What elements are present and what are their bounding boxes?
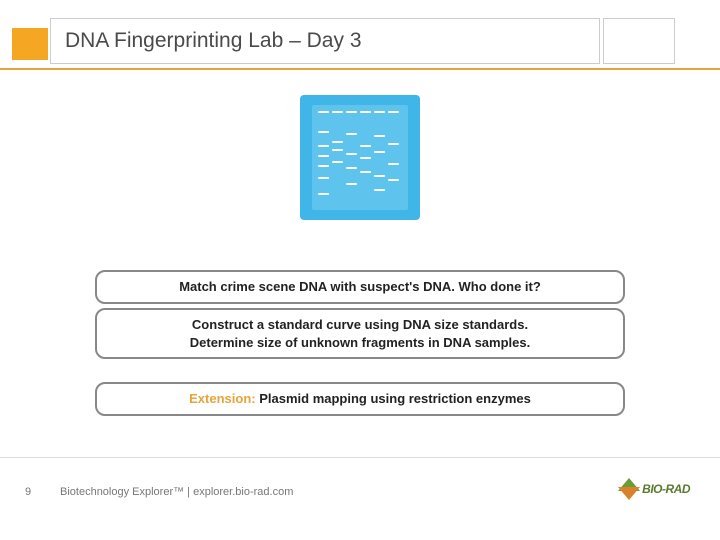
- gel-band: [318, 155, 329, 157]
- title-container: DNA Fingerprinting Lab – Day 3: [50, 18, 600, 64]
- instruction-box-2: Construct a standard curve using DNA siz…: [95, 308, 625, 359]
- instruction-box-3: Extension: Plasmid mapping using restric…: [95, 382, 625, 416]
- logo-text: BIO-RAD: [642, 482, 690, 496]
- extension-label: Extension:: [189, 391, 255, 406]
- gel-band: [388, 163, 399, 165]
- gel-band: [360, 157, 371, 159]
- header: DNA Fingerprinting Lab – Day 3: [0, 0, 720, 70]
- gel-band: [374, 151, 385, 153]
- gel-band: [388, 111, 399, 113]
- gel-band: [346, 183, 357, 185]
- page-number: 9: [25, 486, 31, 498]
- gel-band: [318, 131, 329, 133]
- gel-band: [332, 141, 343, 143]
- gel-band: [346, 111, 357, 113]
- accent-block: [12, 28, 48, 60]
- gel-band: [360, 111, 371, 113]
- gel-image: [300, 95, 420, 220]
- gel-band: [388, 143, 399, 145]
- gel-band: [374, 175, 385, 177]
- footer: 9 Biotechnology Explorer™ | explorer.bio…: [0, 457, 720, 512]
- page-title: DNA Fingerprinting Lab – Day 3: [65, 29, 362, 53]
- gel-inner: [312, 105, 408, 210]
- gel-band: [332, 161, 343, 163]
- gel-band: [388, 179, 399, 181]
- footer-text: Biotechnology Explorer™ | explorer.bio-r…: [60, 486, 293, 498]
- gel-band: [318, 111, 329, 113]
- gel-band: [374, 135, 385, 137]
- instruction-text-1: Match crime scene DNA with suspect's DNA…: [107, 278, 613, 296]
- gel-band: [374, 111, 385, 113]
- gel-band: [346, 153, 357, 155]
- header-right-box: [603, 18, 675, 64]
- gel-band: [360, 171, 371, 173]
- gel-band: [318, 177, 329, 179]
- gel-band: [374, 189, 385, 191]
- gel-band: [318, 145, 329, 147]
- gel-band: [332, 111, 343, 113]
- extension-text: Plasmid mapping using restriction enzyme…: [256, 391, 531, 406]
- gel-band: [318, 165, 329, 167]
- instruction-text-3: Extension: Plasmid mapping using restric…: [107, 390, 613, 408]
- instruction-text-2b: Determine size of unknown fragments in D…: [107, 334, 613, 352]
- gel-band: [332, 149, 343, 151]
- instruction-text-2a: Construct a standard curve using DNA siz…: [107, 316, 613, 334]
- gel-band: [346, 167, 357, 169]
- gel-band: [346, 133, 357, 135]
- gel-band: [318, 193, 329, 195]
- gel-background: [300, 95, 420, 220]
- instruction-box-1: Match crime scene DNA with suspect's DNA…: [95, 270, 625, 304]
- brand-logo: BIO-RAD: [618, 478, 690, 500]
- gel-band: [360, 145, 371, 147]
- logo-icon: [618, 478, 640, 500]
